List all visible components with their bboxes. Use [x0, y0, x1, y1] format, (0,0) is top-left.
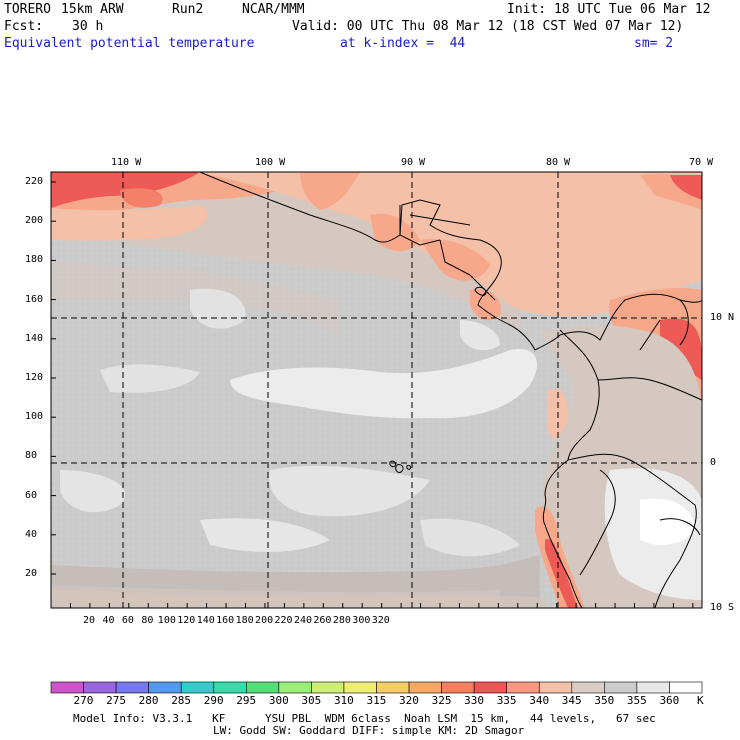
y-tick-label: 220 — [25, 176, 44, 187]
colorbar-swatch — [213, 681, 247, 694]
x-tick-label: 100 — [157, 615, 176, 626]
model-info-line: Model Info: V3.3.1 KF YSU PBL WDM 6class… — [73, 712, 656, 725]
colorbar-level-label: 295 — [236, 694, 257, 707]
x-tick-label: 200 — [255, 615, 274, 626]
colorbar-level-label: 335 — [496, 694, 517, 707]
y-tick-label: 40 — [25, 528, 38, 540]
model-resolution: 15km ARW — [61, 2, 124, 17]
org-label: NCAR/MMM — [242, 2, 305, 17]
y-tick-label: 160 — [25, 293, 44, 305]
x-tick-label: 140 — [196, 615, 215, 626]
colorbar-level-label: 325 — [431, 694, 452, 707]
colorbar-level-label: 360 — [659, 694, 680, 707]
x-tick-label: 160 — [216, 615, 235, 626]
level-label: at k-index = 44 — [340, 36, 466, 51]
y-tick-label: 120 — [25, 372, 44, 383]
lat-lon-grid — [51, 172, 702, 608]
lon-label-110w: 110 W — [111, 157, 142, 168]
forecast-hours: 30 h — [72, 19, 104, 34]
colorbar-level-label: 345 — [561, 694, 582, 707]
colorbar-swatch — [604, 681, 638, 694]
colorbar-swatch — [506, 681, 540, 694]
y-tick-label: 20 — [25, 568, 38, 579]
colorbar-swatch — [83, 681, 117, 694]
y-tick-label: 60 — [25, 489, 38, 501]
colorbar-level-label: 285 — [171, 694, 192, 707]
lat-label-10s: 10 S — [710, 602, 735, 613]
init-time: Init: 18 UTC Tue 06 Mar 12 — [507, 2, 711, 17]
x-tick-label: 120 — [177, 615, 196, 626]
x-tick-label: 320 — [371, 615, 390, 626]
colorbar-level-label: 320 — [399, 694, 419, 707]
colorbar-swatch — [571, 681, 605, 694]
x-tick-label: 260 — [313, 615, 332, 626]
x-tick-label: 20 — [83, 615, 96, 626]
colorbar-swatch — [148, 681, 182, 694]
colorbar-level-label: 275 — [106, 694, 126, 707]
run-label: Run2 — [172, 2, 204, 17]
colorbar-level-label: 300 — [268, 694, 289, 707]
colorbar-level-label: 270 — [73, 694, 94, 707]
colorbar-swatch — [376, 681, 410, 694]
x-tick-label: 240 — [293, 615, 312, 626]
colorbar-swatch — [343, 681, 377, 694]
colorbar-level-label: 330 — [464, 694, 485, 707]
colorbar-level-label: 355 — [626, 694, 647, 707]
field-title: Equivalent potential temperature — [4, 36, 255, 51]
model-name: TORERO — [4, 2, 51, 17]
lon-label-90w: 90 W — [401, 157, 426, 168]
x-tick-label: 180 — [235, 615, 254, 626]
colorbar-swatch — [408, 681, 442, 694]
x-tick-label: 300 — [352, 615, 371, 626]
lat-label-equator: 0 — [710, 457, 717, 468]
valid-time: Valid: 00 UTC Thu 08 Mar 12 (18 CST Wed … — [292, 19, 684, 34]
colorbar-swatch — [278, 681, 312, 694]
y-tick-label: 100 — [25, 411, 44, 423]
coastlines — [199, 172, 702, 608]
axis-ticks — [51, 181, 694, 608]
colorbar-swatch — [115, 681, 149, 694]
colorbar-level-label: 350 — [594, 694, 615, 707]
colorbar-level-label: 310 — [333, 694, 354, 707]
x-tick-label: 60 — [121, 615, 134, 626]
colorbar-swatch — [246, 681, 280, 694]
colorbar-swatch — [311, 681, 345, 694]
colorbar-swatch — [669, 681, 703, 694]
y-tick-label: 80 — [25, 450, 38, 462]
theta-e-field — [51, 172, 702, 608]
colorbar-level-label: 290 — [203, 694, 224, 707]
y-tick-label: 180 — [25, 254, 44, 266]
colorbar-level-label: 280 — [138, 694, 159, 707]
lon-label-80w: 80 W — [546, 157, 571, 168]
physics-info-line: LW: Godd SW: Goddard DIFF: simple KM: 2D… — [213, 724, 525, 737]
colorbar-swatch — [180, 681, 215, 694]
forecast-label: Fcst: — [4, 19, 44, 34]
colorbar-unit: K — [697, 694, 704, 707]
x-tick-label: 80 — [141, 615, 154, 626]
lon-label-70w: 70 W — [689, 157, 714, 168]
colorbar-swatch — [636, 681, 670, 694]
lat-label-10n: 10 N — [710, 312, 735, 323]
colorbar-swatch — [473, 681, 507, 694]
x-tick-label: 220 — [274, 615, 293, 626]
smoothing-label: sm= 2 — [634, 36, 674, 51]
y-tick-label: 200 — [25, 215, 44, 227]
colorbar-swatch — [538, 681, 573, 694]
colorbar-level-label: 340 — [529, 694, 550, 707]
y-tick-label: 140 — [25, 332, 44, 344]
colorbar-swatch — [441, 681, 475, 694]
colorbar — [50, 681, 703, 694]
x-tick-label: 40 — [102, 615, 115, 626]
colorbar-level-label: 305 — [301, 694, 322, 707]
colorbar-level-label: 315 — [366, 694, 387, 707]
colorbar-swatch — [50, 681, 84, 694]
x-tick-label: 280 — [332, 615, 351, 626]
map-frame — [50, 171, 703, 609]
lon-label-100w: 100 W — [255, 157, 286, 168]
